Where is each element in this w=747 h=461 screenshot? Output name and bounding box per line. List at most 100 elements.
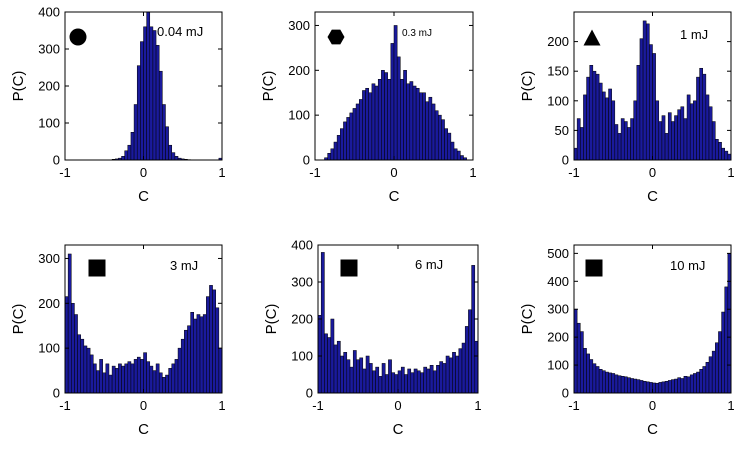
y-tick-label: 0 [562, 386, 569, 401]
histogram-bar [699, 369, 703, 394]
y-tick-label: 300 [38, 42, 60, 57]
histogram-bar [349, 112, 354, 161]
histogram-bar [630, 378, 634, 394]
histogram-bar [381, 70, 385, 161]
histogram-bar [689, 374, 694, 394]
histogram-bar [595, 366, 600, 394]
histogram-bar [146, 11, 151, 161]
histogram-bar [130, 132, 135, 161]
x-tick-label: -1 [568, 165, 580, 180]
histogram-bar [336, 340, 341, 394]
histogram-bar [658, 382, 663, 394]
y-tick-label: 100 [547, 358, 569, 373]
x-axis-label: C [647, 421, 658, 438]
histogram-bar [705, 94, 710, 161]
histogram-bar [422, 92, 426, 161]
histogram-bar [105, 363, 110, 394]
histogram-bar [614, 374, 619, 394]
histogram-bar [448, 357, 453, 394]
histogram-bar [155, 363, 160, 394]
histogram-bar [693, 373, 697, 394]
histogram-bar [711, 121, 716, 161]
x-axis-label: C [138, 421, 149, 438]
histogram-bar [359, 357, 364, 394]
x-axis-label: C [647, 188, 658, 205]
x-tick-label: 0 [394, 398, 401, 413]
histogram-bar [155, 45, 160, 161]
histogram-bar [620, 118, 625, 161]
histogram-bar [165, 374, 169, 394]
histogram-bar [93, 363, 97, 394]
histogram-bar [71, 303, 75, 394]
histogram-bar [165, 126, 169, 161]
histogram-bar [114, 368, 119, 394]
histogram-bar [86, 347, 91, 394]
histogram-bar [708, 356, 713, 394]
y-tick-label: 400 [38, 5, 60, 20]
histogram-bar [320, 252, 325, 394]
y-tick-label: 100 [547, 93, 569, 108]
x-tick-label: 1 [727, 398, 734, 413]
histogram-bar [441, 119, 445, 161]
histogram-bar [718, 331, 722, 394]
y-axis-label: P(C) [263, 304, 280, 335]
histogram-bar [111, 365, 116, 394]
histogram-bar [436, 365, 440, 394]
histogram-bar [108, 374, 113, 394]
circle-icon [69, 28, 87, 46]
histogram-bar [583, 94, 587, 161]
histogram-bar [118, 363, 122, 394]
histogram-bar [387, 79, 392, 161]
histogram-bar [450, 141, 455, 161]
y-tick-label: 200 [38, 79, 60, 94]
histogram-bar [190, 312, 194, 394]
histogram-bar [388, 359, 392, 394]
histogram-bar [614, 124, 619, 161]
histogram-bar [664, 381, 669, 394]
histogram-bar [456, 150, 461, 161]
histogram-bar [715, 342, 719, 394]
energy-label: 0.04 mJ [157, 24, 203, 39]
y-tick-label: 400 [547, 274, 569, 289]
histogram-bar [639, 38, 644, 161]
histogram-bar [434, 110, 439, 161]
histogram-bar [187, 325, 191, 394]
y-tick-label: 300 [547, 302, 569, 317]
histogram-bar [627, 127, 631, 161]
histogram-bar [171, 363, 176, 394]
y-tick-label: 300 [38, 251, 60, 266]
histogram-bar [374, 85, 379, 161]
histogram-bar [649, 44, 653, 161]
histogram-bar [391, 372, 396, 394]
hexagon-icon [327, 29, 345, 45]
histogram-bar [658, 121, 663, 161]
x-tick-label: 1 [218, 165, 225, 180]
histogram-bar [667, 380, 672, 394]
histogram-bar [664, 133, 669, 161]
histogram-bar [340, 128, 344, 161]
histogram-bar [458, 348, 463, 394]
histogram-bar [162, 377, 166, 394]
histogram-bar [605, 97, 609, 161]
x-tick-label: 0 [140, 398, 147, 413]
x-tick-label: -1 [309, 165, 321, 180]
x-tick-label: 1 [218, 398, 225, 413]
histogram-bar [74, 314, 78, 394]
x-tick-label: -1 [59, 398, 71, 413]
histogram-bar [336, 135, 341, 161]
histogram-bar [633, 378, 638, 394]
histogram-bar [358, 99, 363, 161]
histogram-bar [686, 94, 691, 161]
histogram-bar [705, 362, 710, 394]
histogram-bar [667, 112, 672, 161]
histogram-bar [415, 87, 420, 161]
y-tick-label: 0 [53, 153, 60, 168]
histogram-bar [724, 286, 729, 394]
histogram-bar [212, 289, 216, 394]
histogram-bar [149, 365, 154, 394]
histogram-bar [67, 253, 72, 394]
histogram-bar [102, 372, 107, 394]
